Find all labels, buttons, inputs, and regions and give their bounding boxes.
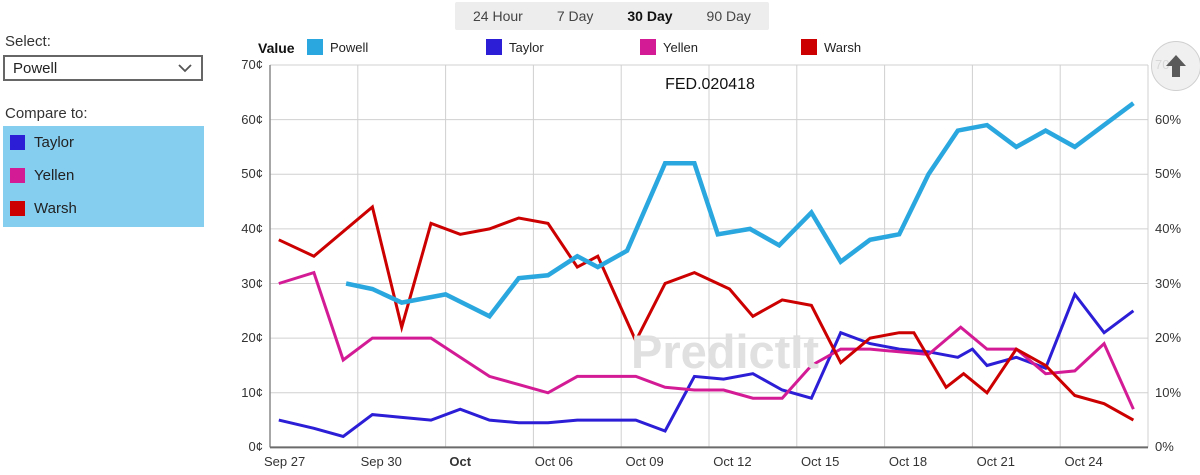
x-axis-label-sep-27: Sep 27: [264, 454, 306, 469]
x-axis-label-sep-30: Sep 30: [360, 454, 402, 469]
legend-item-label: Yellen: [663, 39, 698, 55]
x-axis-label-oct-21: Oct 21: [976, 454, 1015, 469]
y-axis-label-left: 20¢: [241, 330, 263, 346]
compare-to-label: Compare to:: [5, 105, 88, 122]
scroll-to-top-button[interactable]: [1151, 41, 1200, 91]
taylor-legend-swatch: [486, 39, 502, 55]
y-axis-label-right: 50%: [1155, 166, 1182, 182]
tab-7-day[interactable]: 7 Day: [556, 8, 594, 24]
chevron-down-icon: [178, 64, 192, 73]
y-axis-label-left: 40¢: [241, 220, 263, 236]
series-line-taylor: [278, 291, 1135, 439]
compare-item-label: Taylor: [34, 134, 75, 151]
compare-item-warsh[interactable]: Warsh: [3, 192, 204, 225]
legend-item-label: Warsh: [824, 39, 862, 55]
y-axis-label-right: 60%: [1155, 111, 1182, 127]
time-range-tabs: 24 Hour 7 Day 30 Day 90 Day: [455, 2, 769, 30]
tab-24-hour[interactable]: 24 Hour: [473, 8, 523, 24]
arrow-up-icon: [1166, 55, 1186, 77]
x-axis-label-oct-15: Oct 15: [801, 454, 840, 469]
yellen-color-swatch: [10, 168, 25, 183]
legend-item-label: Powell: [330, 39, 369, 55]
y-axis-label-right: 30%: [1155, 275, 1182, 291]
series-line-yellen: [278, 270, 1135, 410]
x-axis-label-oct: Oct: [449, 454, 472, 469]
contract-select-dropdown[interactable]: Powell: [3, 55, 203, 81]
compare-item-taylor[interactable]: Taylor: [3, 126, 204, 159]
tab-30-day[interactable]: 30 Day: [627, 8, 673, 24]
series-line-powell: [345, 101, 1135, 320]
compare-item-label: Yellen: [34, 167, 75, 184]
yellen-legend-swatch: [640, 39, 656, 55]
x-axis-label-oct-06: Oct 06: [534, 454, 574, 469]
warsh-color-swatch: [10, 201, 25, 216]
tab-90-day[interactable]: 90 Day: [706, 8, 751, 24]
y-axis-label-right: 0%: [1155, 439, 1174, 455]
y-axis-label-left: 30¢: [241, 275, 263, 291]
y-axis-label-right: 20%: [1155, 330, 1182, 346]
compare-item-label: Warsh: [34, 200, 77, 217]
y-axis-label-left: 10¢: [241, 384, 263, 400]
powell-legend-swatch: [307, 39, 323, 55]
compare-item-yellen[interactable]: Yellen: [3, 159, 204, 192]
selected-contract: Powell: [13, 59, 58, 77]
taylor-color-swatch: [10, 135, 25, 150]
x-axis-label-oct-18: Oct 18: [888, 454, 928, 469]
legend-item-warsh[interactable]: Warsh: [801, 39, 861, 55]
x-axis-label-oct-24: Oct 24: [1064, 454, 1103, 469]
predictit-watermark: PredictIt: [630, 325, 820, 378]
y-axis-label-left: 0¢: [248, 439, 263, 455]
legend-item-yellen[interactable]: Yellen: [640, 39, 698, 55]
y-axis-label-left: 70¢: [241, 57, 263, 72]
compare-to-list: Taylor Yellen Warsh: [3, 126, 204, 227]
legend-item-powell[interactable]: Powell: [307, 39, 368, 55]
x-axis-label-oct-09: Oct 09: [625, 454, 664, 469]
chart-title: FED.020418: [665, 76, 755, 93]
legend-value-label: Value: [258, 40, 295, 56]
legend-item-label: Taylor: [509, 39, 544, 55]
warsh-legend-swatch: [801, 39, 817, 55]
series-line-warsh: [278, 204, 1135, 422]
y-axis-label-right: 10%: [1155, 384, 1182, 400]
y-axis-label-left: 60¢: [241, 111, 263, 127]
legend-item-taylor[interactable]: Taylor: [486, 39, 544, 55]
y-axis-label-right: 40%: [1155, 220, 1182, 236]
select-label: Select:: [5, 33, 51, 50]
y-axis-label-left: 50¢: [241, 166, 263, 182]
x-axis-label-oct-12: Oct 12: [713, 454, 752, 469]
